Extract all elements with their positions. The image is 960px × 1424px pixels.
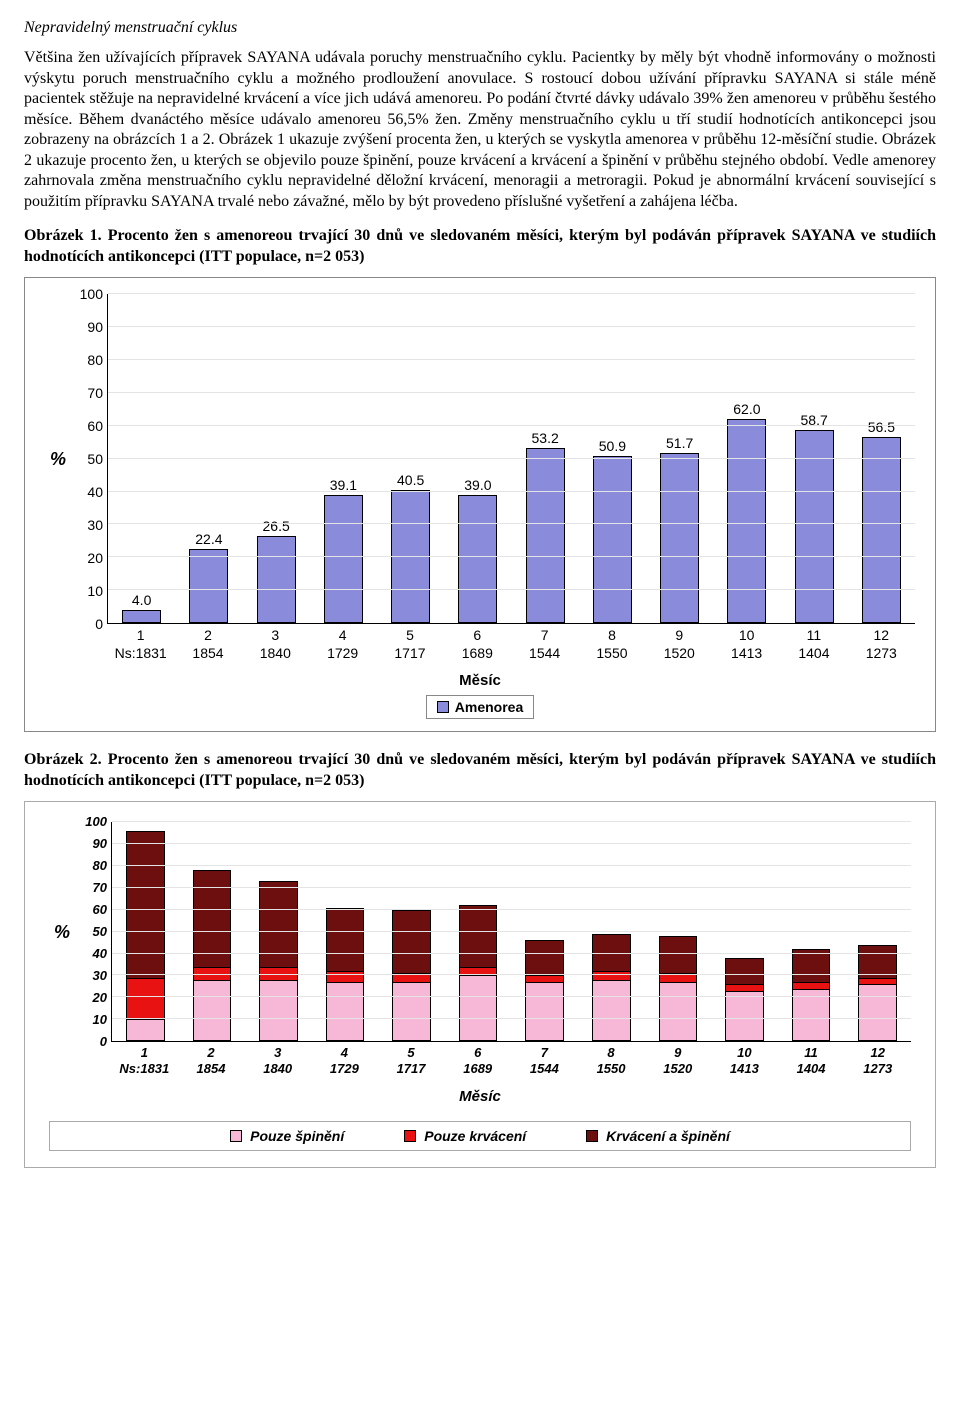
figure2-chart-outer: % 1009080706050403020100 1Ns:18312185431…: [24, 801, 936, 1168]
chart1-y-ticks: 1009080706050403020100: [71, 294, 107, 624]
figure1-caption: Obrázek 1. Procento žen s amenoreou trva…: [24, 226, 936, 267]
chart2-x-title: Měsíc: [49, 1088, 911, 1105]
chart2-x-axis: 1Ns:183121854318404172951717616897154481…: [111, 1042, 911, 1078]
chart1-legend-label: Amenorea: [455, 699, 523, 715]
chart2-plot-area: [111, 822, 911, 1042]
chart2-y-ticks: 1009080706050403020100: [75, 822, 111, 1042]
figure1-chart: % 1009080706050403020100 4.022.426.539.1…: [24, 277, 936, 732]
chart1-y-axis-label: %: [45, 294, 71, 624]
figure2-chart: % 1009080706050403020100 1Ns:18312185431…: [29, 806, 931, 1163]
chart1-legend-swatch: [437, 701, 449, 713]
figure2-caption: Obrázek 2. Procento žen s amenoreou trva…: [24, 750, 936, 791]
body-paragraph: Většina žen užívajících přípravek SAYANA…: [24, 48, 936, 212]
chart1-x-title: Měsíc: [45, 672, 915, 689]
chart1-x-axis: 1Ns:183121854318404172951717616897154481…: [107, 624, 915, 662]
section-title: Nepravidelný menstruační cyklus: [24, 18, 936, 38]
chart1-plot-area: 4.022.426.539.140.539.053.250.951.762.05…: [107, 294, 915, 624]
chart1-legend: Amenorea: [45, 695, 915, 719]
chart2-legend: Pouze špiněníPouze krváceníKrvácení a šp…: [49, 1121, 911, 1151]
chart2-y-axis-label: %: [49, 822, 75, 1042]
